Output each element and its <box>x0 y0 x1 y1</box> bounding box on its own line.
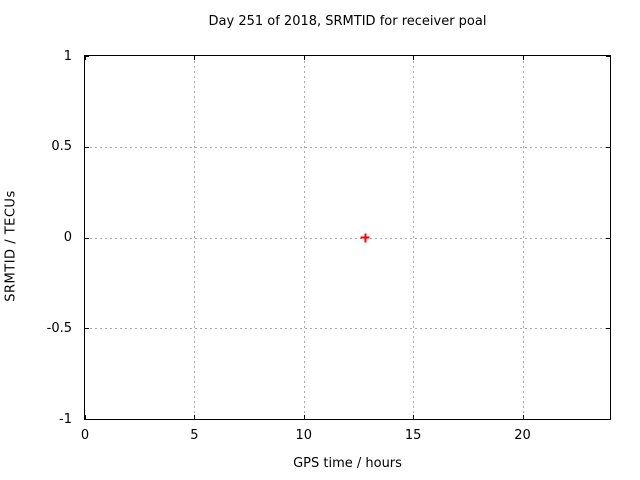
plot-area <box>84 55 611 420</box>
horizontal-gridline <box>85 328 610 330</box>
y-tick-mark <box>606 237 610 239</box>
marker-vertical-bar <box>364 233 366 242</box>
y-tick-mark <box>606 328 610 330</box>
y-tick-label: -1 <box>59 411 72 427</box>
x-tick-mark <box>303 56 305 60</box>
x-tick-mark <box>303 415 305 419</box>
y-tick-label: -0.5 <box>46 320 72 336</box>
y-tick-mark <box>85 237 89 239</box>
x-tick-label: 5 <box>190 428 199 443</box>
data-point-marker <box>360 233 370 242</box>
y-tick-mark <box>85 146 89 148</box>
y-tick-label: 0.5 <box>51 139 72 155</box>
y-tick-mark <box>606 56 610 57</box>
y-tick-mark <box>85 328 89 330</box>
y-tick-label: 1 <box>63 48 72 64</box>
x-tick-mark <box>85 415 86 419</box>
y-tick-mark <box>606 146 610 148</box>
x-tick-mark <box>194 56 196 60</box>
x-tick-mark <box>85 56 86 60</box>
x-tick-mark <box>522 415 524 419</box>
y-tick-label: 0 <box>63 230 72 245</box>
chart-title: Day 251 of 2018, SRMTID for receiver poa… <box>208 14 487 29</box>
y-axis-label: SRMTID / TECUs <box>3 190 19 302</box>
x-axis-label: GPS time / hours <box>293 456 402 471</box>
y-tick-mark <box>85 419 89 420</box>
horizontal-gridline <box>85 146 610 148</box>
x-tick-label: 15 <box>404 428 422 443</box>
x-tick-mark <box>194 415 196 419</box>
y-tick-mark <box>85 56 89 57</box>
y-tick-mark <box>606 419 610 420</box>
x-tick-label: 0 <box>80 428 90 443</box>
x-tick-mark <box>522 56 524 60</box>
x-tick-mark <box>413 415 415 419</box>
horizontal-gridline <box>85 237 610 239</box>
x-tick-label: 10 <box>295 428 313 443</box>
x-tick-mark <box>413 56 415 60</box>
x-tick-label: 20 <box>514 428 531 443</box>
